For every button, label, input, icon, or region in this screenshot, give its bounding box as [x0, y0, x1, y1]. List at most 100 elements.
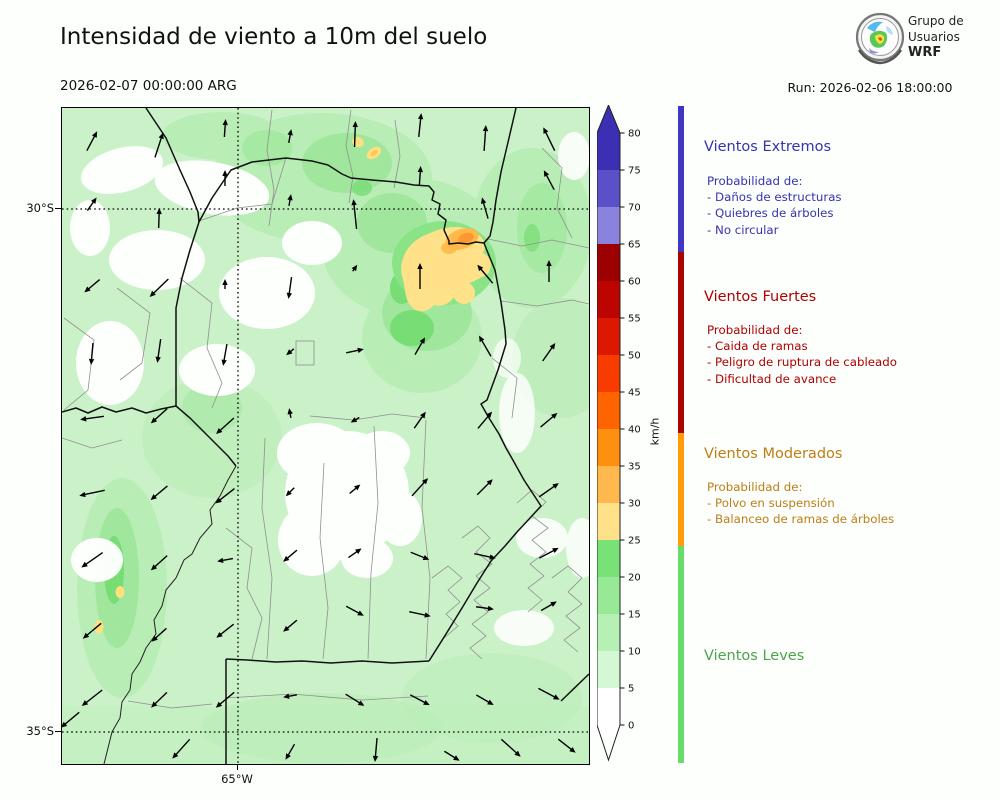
severity-segment: [678, 106, 684, 252]
wind-arrow-icon: [351, 199, 358, 229]
page-title: Intensidad de viento a 10m del suelo: [60, 24, 488, 50]
wind-arrow-icon: [215, 691, 235, 708]
wind-arrow-icon: [149, 278, 169, 298]
wind-arrow-icon: [417, 263, 423, 289]
ytick-label-30s: 30°S: [26, 201, 54, 215]
ytick-label-35s: 35°S: [26, 724, 54, 738]
wind-arrow-icon: [150, 555, 168, 571]
department-boundaries: [61, 109, 590, 709]
wind-arrow-icon: [540, 601, 557, 612]
wind-arrow-icon: [81, 689, 103, 707]
colorbar-level: [597, 244, 620, 281]
colorbar-level: [597, 577, 620, 614]
logo-line-2: Usuarios: [908, 29, 960, 44]
colorbar-level: [597, 614, 620, 651]
colorbar-level: [597, 207, 620, 244]
wind-arrow-icon: [86, 131, 98, 152]
wind-arrow-icon: [482, 125, 489, 152]
ytick-mark-30s: [55, 207, 61, 209]
wind-arrow-icon: [351, 264, 358, 272]
legend-items-moderados: Probabilidad de: - Polvo en suspensión - B…: [707, 479, 894, 528]
wind-arrow-icon: [538, 687, 560, 700]
colorbar-level: [597, 281, 620, 318]
wind-map: [60, 107, 612, 765]
wind-arrow-icon: [80, 415, 104, 422]
wind-arrow-icon: [443, 750, 460, 761]
legend-item-line: Probabilidad de:: [707, 174, 803, 188]
wind-arrow-icon: [345, 693, 365, 706]
wind-arrow-icon: [60, 711, 80, 728]
logo-line-1: Grupo de: [908, 14, 964, 28]
legend-title-fuertes: Vientos Fuertes: [704, 289, 817, 305]
colorbar-tick-label: 35: [628, 462, 641, 473]
colorbar-tick-label: 10: [628, 647, 641, 658]
wind-arrow-icon: [283, 693, 298, 699]
legend-item-line: Probabilidad de:: [707, 480, 803, 494]
wind-arrow-icon: [348, 548, 362, 559]
wind-arrow-icon: [222, 279, 228, 289]
wind-arrow-icon: [474, 553, 496, 560]
colorbar-level: [597, 392, 620, 429]
colorbar-level: [597, 318, 620, 355]
wind-arrow-icon: [285, 743, 296, 760]
colorbar-under-arrow: [597, 725, 620, 760]
colorbar-level: [597, 466, 620, 503]
wrf-users-group-logo-icon: [855, 12, 905, 65]
wind-arrow-icon: [372, 737, 379, 762]
colorbar-level: [597, 540, 620, 577]
colorbar-level: [597, 170, 620, 207]
legend-title-extremos: Vientos Extremos: [704, 139, 832, 155]
wind-arrow-icon: [538, 483, 559, 498]
wind-arrow-icon: [543, 127, 556, 151]
wind-arrow-icon: [417, 113, 424, 138]
colorbar-levels: [597, 133, 620, 725]
legend-item-line: - Dificultad de avance: [707, 371, 837, 386]
legend-item-line: - Peligro de ruptura de cableado: [707, 355, 897, 370]
wind-arrow-icon: [286, 277, 293, 299]
colorbar-tick-label: 55: [628, 314, 641, 325]
wind-arrow-icon: [475, 605, 494, 612]
logo-line-3: WRF: [908, 45, 942, 60]
ytick-mark-35s: [55, 730, 61, 732]
wind-arrow-icon: [79, 489, 105, 498]
legend-item-line: - Daños de estructuras: [707, 190, 842, 205]
colorbar-tick-label: 60: [628, 277, 641, 288]
wind-arrow-icon: [221, 344, 228, 366]
wind-arrow-icon: [542, 342, 556, 362]
wind-arrow-icon: [154, 132, 164, 158]
legend-items-fuertes: Probabilidad de: - Caida de ramas - Peligr…: [707, 322, 897, 387]
legend-item-line: - Quiebres de árboles: [707, 206, 834, 221]
wind-arrow-icon: [150, 408, 168, 424]
wind-arrow-icon: [417, 166, 423, 187]
wind-arrow-icon: [411, 478, 429, 497]
colorbar-tick-label: 75: [628, 166, 641, 177]
severity-category-bar: [678, 106, 684, 763]
wind-arrow-icon: [222, 119, 228, 138]
graticule-lines: [62, 108, 589, 764]
wind-arrow-icon: [287, 408, 293, 419]
wind-arrow-icon: [84, 279, 101, 293]
wind-arrow-icon: [543, 170, 555, 191]
colorbar-tick-label: 5: [628, 684, 634, 695]
colorbar-tick-label: 45: [628, 388, 641, 399]
legend-title-moderados: Vientos Moderados: [704, 446, 843, 462]
colorbar-tick-label: 20: [628, 573, 641, 584]
colorbar-level: [597, 429, 620, 466]
severity-segment: [678, 433, 684, 546]
wind-arrow-icon: [151, 691, 168, 708]
wind-arrow-icon: [500, 738, 521, 757]
severity-segment: [678, 252, 684, 433]
colorbar-tick-label: 40: [628, 425, 641, 436]
moderate-wind-blob: [392, 221, 496, 312]
wind-arrow-icon: [477, 411, 493, 429]
colorbar-tick-label: 50: [628, 351, 641, 362]
colorbar-level: [597, 355, 620, 392]
legend-title-leves: Vientos Leves: [704, 648, 805, 664]
valid-time-label: 2026-02-07 00:00:00 ARG: [60, 78, 237, 94]
colorbar-level: [597, 651, 620, 688]
wind-arrow-icon: [410, 551, 430, 561]
colorbar-level: [597, 688, 620, 725]
legend-item-line: - Polvo en suspensión: [707, 496, 835, 511]
wind-arrow-icon: [283, 619, 298, 632]
legend-item-line: - Balanceo de ramas de árboles: [707, 512, 895, 527]
